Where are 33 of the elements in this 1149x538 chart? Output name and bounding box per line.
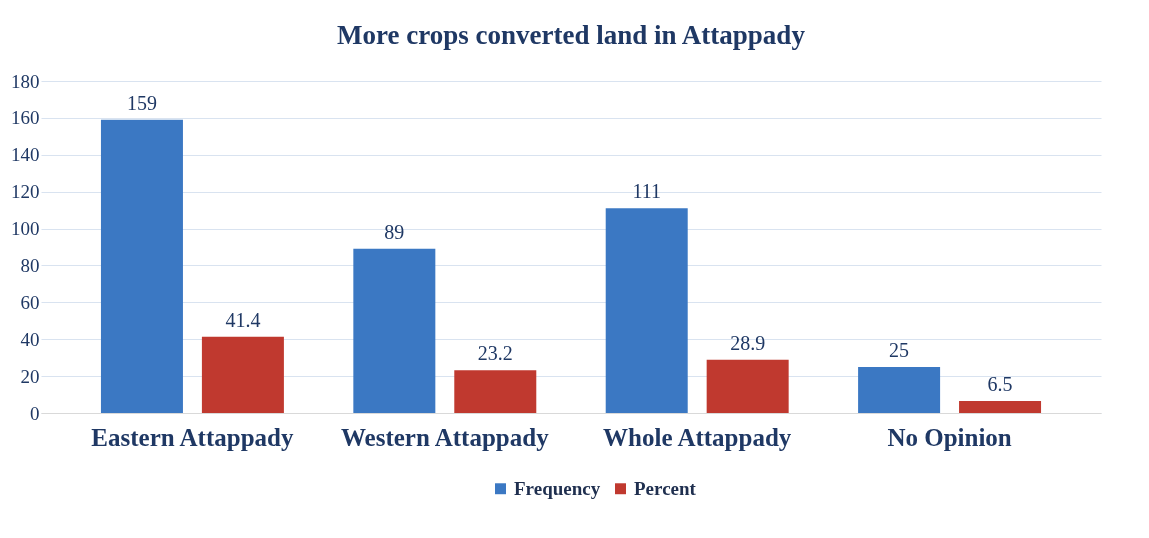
y-tick-label: 60 [20,291,40,313]
y-tick-label: 80 [20,254,40,276]
bar [353,248,436,413]
bar [706,359,789,413]
bar [959,401,1042,413]
x-tick-label: Whole Attappady [603,423,792,451]
bar [858,366,941,413]
y-tick-label: 140 [11,144,40,166]
y-tick-label: 40 [20,328,40,350]
y-tick-label: 160 [11,107,40,129]
data-label: 28.9 [730,331,766,354]
y-tick-label: 20 [20,365,40,387]
bar [100,119,183,413]
bar [454,370,537,413]
x-tick-label: No Opinion [887,423,1012,451]
legend-label: Frequency [514,477,601,499]
y-tick-label: 180 [11,70,40,92]
data-label: 159 [126,91,157,114]
data-label: 23.2 [477,342,513,365]
y-tick-label: 0 [30,402,40,424]
bar [201,336,284,413]
bar [605,208,688,413]
x-tick-label: Eastern Attappady [91,423,294,451]
y-tick-label: 120 [11,181,40,203]
data-label: 6.5 [987,373,1013,396]
legend-label: Percent [634,477,697,499]
data-label: 89 [384,220,405,243]
data-label: 25 [889,338,910,361]
y-tick-label: 100 [11,218,40,240]
data-label: 111 [632,180,661,203]
chart-title: More crops converted land in Attappady [337,20,806,50]
x-tick-label: Western Attappady [340,423,550,451]
data-label: 41.4 [225,308,261,331]
